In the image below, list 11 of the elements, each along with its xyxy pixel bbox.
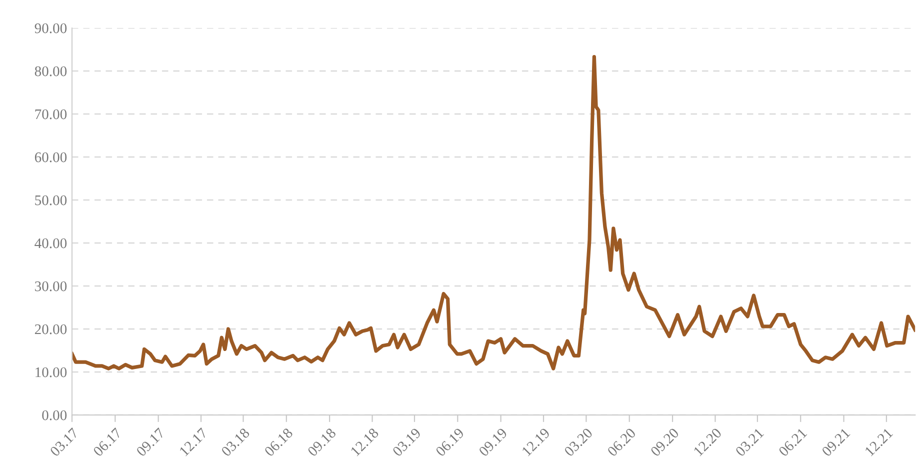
y-tick-label: 20.00: [34, 324, 67, 334]
line-series: [72, 55, 916, 370]
y-tick-label: 50.00: [35, 195, 67, 206]
y-tick-label: 30.00: [35, 281, 67, 292]
y-tick-label: 90.00: [34, 23, 67, 34]
y-tick-label: 40.00: [34, 238, 67, 248]
y-tick-label: 0.00: [42, 410, 67, 420]
y-tick-label: 10.00: [36, 367, 67, 378]
y-tick-label: 80.00: [34, 66, 67, 76]
y-tick-label: 60.00: [34, 152, 67, 162]
y-tick-label: 70.00: [35, 109, 67, 120]
